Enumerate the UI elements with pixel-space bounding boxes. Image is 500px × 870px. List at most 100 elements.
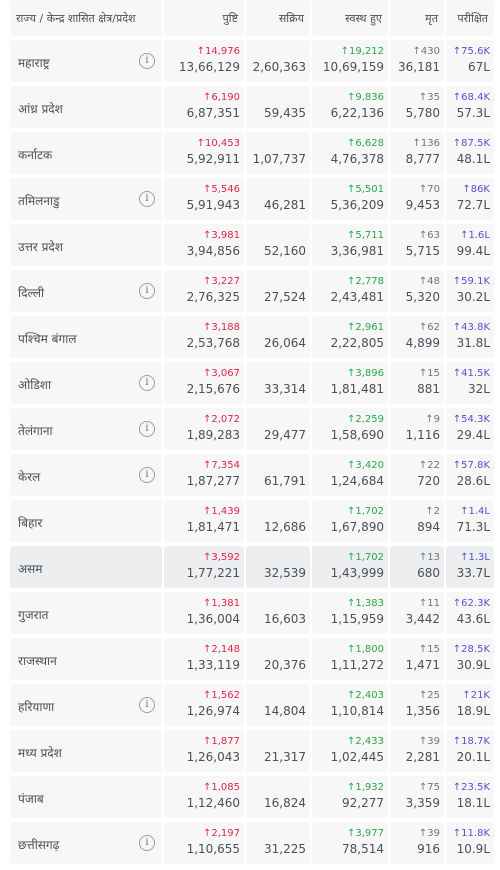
state-cell[interactable]: आंध्र प्रदेश [10, 86, 162, 128]
table-row[interactable]: हरियाणा i ↑1,562 1,26,974 14,804 ↑2,403 … [10, 684, 494, 726]
table-row[interactable]: राजस्थान ↑2,148 1,33,119 20,376 ↑1,800 1… [10, 638, 494, 680]
header-tested[interactable]: परीक्षित [446, 0, 494, 36]
tested-value: 48.1L [456, 152, 490, 166]
confirmed-delta: ↑1,381 [202, 598, 240, 609]
confirmed-cell: ↑3,981 3,94,856 [164, 224, 244, 266]
deceased-delta: ↑11 [418, 598, 440, 609]
confirmed-cell: ↑1,381 1,36,004 [164, 592, 244, 634]
recovered-value: 6,22,136 [330, 106, 384, 120]
table-row[interactable]: कर्नाटक ↑10,453 5,92,911 1,07,737 ↑6,628… [10, 132, 494, 174]
info-icon[interactable]: i [139, 283, 155, 299]
tested-value: 30.9L [456, 658, 490, 672]
confirmed-value: 3,94,856 [186, 244, 240, 258]
tested-value: 31.8L [456, 336, 490, 350]
tested-delta: ↑75.6K [452, 46, 490, 57]
table-header: राज्य / केन्द्र शासित क्षेत्र/प्रदेश पुष… [10, 0, 494, 36]
confirmed-delta: ↑6,190 [202, 92, 240, 103]
deceased-cell: ↑62 4,899 [390, 316, 444, 358]
confirmed-cell: ↑2,072 1,89,283 [164, 408, 244, 450]
deceased-delta: ↑9 [425, 414, 440, 425]
table-row[interactable]: छत्तीसगढ़ i ↑2,197 1,10,655 31,225 ↑3,97… [10, 822, 494, 864]
header-active[interactable]: सक्रिय [246, 0, 310, 36]
table-row[interactable]: पश्चिम बंगाल ↑3,188 2,53,768 26,064 ↑2,9… [10, 316, 494, 358]
recovered-value: 1,43,999 [330, 566, 384, 580]
deceased-delta: ↑35 [418, 92, 440, 103]
state-cell[interactable]: दिल्ली i [10, 270, 162, 312]
state-cell[interactable]: केरल i [10, 454, 162, 496]
deceased-cell: ↑15 1,471 [390, 638, 444, 680]
table-row[interactable]: बिहार ↑1,439 1,81,471 12,686 ↑1,702 1,67… [10, 500, 494, 542]
state-cell[interactable]: असम [10, 546, 162, 588]
active-value: 59,435 [264, 106, 306, 120]
state-cell[interactable]: पंजाब [10, 776, 162, 818]
table-row[interactable]: मध्य प्रदेश ↑1,877 1,26,043 21,317 ↑2,43… [10, 730, 494, 772]
tested-delta: ↑57.8K [452, 460, 490, 471]
state-name: मध्य प्रदेश [18, 746, 62, 760]
state-cell[interactable]: छत्तीसगढ़ i [10, 822, 162, 864]
tested-delta: ↑54.3K [452, 414, 490, 425]
table-row[interactable]: असम ↑3,592 1,77,221 32,539 ↑1,702 1,43,9… [10, 546, 494, 588]
state-cell[interactable]: राजस्थान [10, 638, 162, 680]
recovered-cell: ↑1,702 1,43,999 [312, 546, 388, 588]
active-cell: 31,225 [246, 822, 310, 864]
table-row[interactable]: दिल्ली i ↑3,227 2,76,325 27,524 ↑2,778 2… [10, 270, 494, 312]
recovered-delta: ↑6,628 [346, 138, 384, 149]
header-state[interactable]: राज्य / केन्द्र शासित क्षेत्र/प्रदेश [10, 0, 162, 36]
tested-delta: ↑59.1K [452, 276, 490, 287]
table-row[interactable]: महाराष्ट्र i ↑14,976 13,66,129 2,60,363 … [10, 40, 494, 82]
header-confirmed[interactable]: पुष्टि [164, 0, 244, 36]
state-cell[interactable]: हरियाणा i [10, 684, 162, 726]
active-cell: 16,603 [246, 592, 310, 634]
table-row[interactable]: तेलंगाना i ↑2,072 1,89,283 29,477 ↑2,259… [10, 408, 494, 450]
header-deceased[interactable]: मृत [390, 0, 444, 36]
deceased-delta: ↑22 [418, 460, 440, 471]
info-icon[interactable]: i [139, 697, 155, 713]
deceased-value: 2,281 [405, 750, 440, 764]
confirmed-delta: ↑1,562 [202, 690, 240, 701]
table-row[interactable]: गुजरात ↑1,381 1,36,004 16,603 ↑1,383 1,1… [10, 592, 494, 634]
confirmed-value: 5,92,911 [186, 152, 240, 166]
table-row[interactable]: उत्तर प्रदेश ↑3,981 3,94,856 52,160 ↑5,7… [10, 224, 494, 266]
confirmed-cell: ↑5,546 5,91,943 [164, 178, 244, 220]
info-icon[interactable]: i [139, 53, 155, 69]
state-cell[interactable]: उत्तर प्रदेश [10, 224, 162, 266]
table-row[interactable]: तमिलनाडु i ↑5,546 5,91,943 46,281 ↑5,501… [10, 178, 494, 220]
table-row[interactable]: आंध्र प्रदेश ↑6,190 6,87,351 59,435 ↑9,8… [10, 86, 494, 128]
recovered-value: 1,24,684 [330, 474, 384, 488]
deceased-cell: ↑70 9,453 [390, 178, 444, 220]
state-cell[interactable]: कर्नाटक [10, 132, 162, 174]
deceased-value: 3,442 [405, 612, 440, 626]
tested-value: 71.3L [456, 520, 490, 534]
tested-cell: ↑75.6K 67L [446, 40, 494, 82]
info-icon[interactable]: i [139, 375, 155, 391]
info-icon[interactable]: i [139, 835, 155, 851]
recovered-delta: ↑19,212 [340, 46, 384, 57]
header-recovered[interactable]: स्वस्थ हुए [312, 0, 388, 36]
table-row[interactable]: केरल i ↑7,354 1,87,277 61,791 ↑3,420 1,2… [10, 454, 494, 496]
state-cell[interactable]: ओडिशा i [10, 362, 162, 404]
confirmed-value: 1,77,221 [186, 566, 240, 580]
tested-delta: ↑21K [462, 690, 490, 701]
info-icon[interactable]: i [139, 191, 155, 207]
table-row[interactable]: पंजाब ↑1,085 1,12,460 16,824 ↑1,932 92,2… [10, 776, 494, 818]
state-cell[interactable]: महाराष्ट्र i [10, 40, 162, 82]
confirmed-delta: ↑10,453 [196, 138, 240, 149]
table-row[interactable]: ओडिशा i ↑3,067 2,15,676 33,314 ↑3,896 1,… [10, 362, 494, 404]
state-cell[interactable]: तमिलनाडु i [10, 178, 162, 220]
state-cell[interactable]: बिहार [10, 500, 162, 542]
confirmed-value: 1,33,119 [186, 658, 240, 672]
active-value: 2,60,363 [252, 60, 306, 74]
info-icon[interactable]: i [139, 467, 155, 483]
info-icon[interactable]: i [139, 421, 155, 437]
confirmed-value: 1,26,974 [186, 704, 240, 718]
state-cell[interactable]: गुजरात [10, 592, 162, 634]
state-name: आंध्र प्रदेश [18, 102, 63, 116]
state-name: कर्नाटक [18, 148, 53, 162]
state-cell[interactable]: मध्य प्रदेश [10, 730, 162, 772]
state-cell[interactable]: तेलंगाना i [10, 408, 162, 450]
recovered-delta: ↑5,501 [346, 184, 384, 195]
active-value: 20,376 [264, 658, 306, 672]
state-cell[interactable]: पश्चिम बंगाल [10, 316, 162, 358]
confirmed-value: 2,76,325 [186, 290, 240, 304]
tested-value: 30.2L [456, 290, 490, 304]
